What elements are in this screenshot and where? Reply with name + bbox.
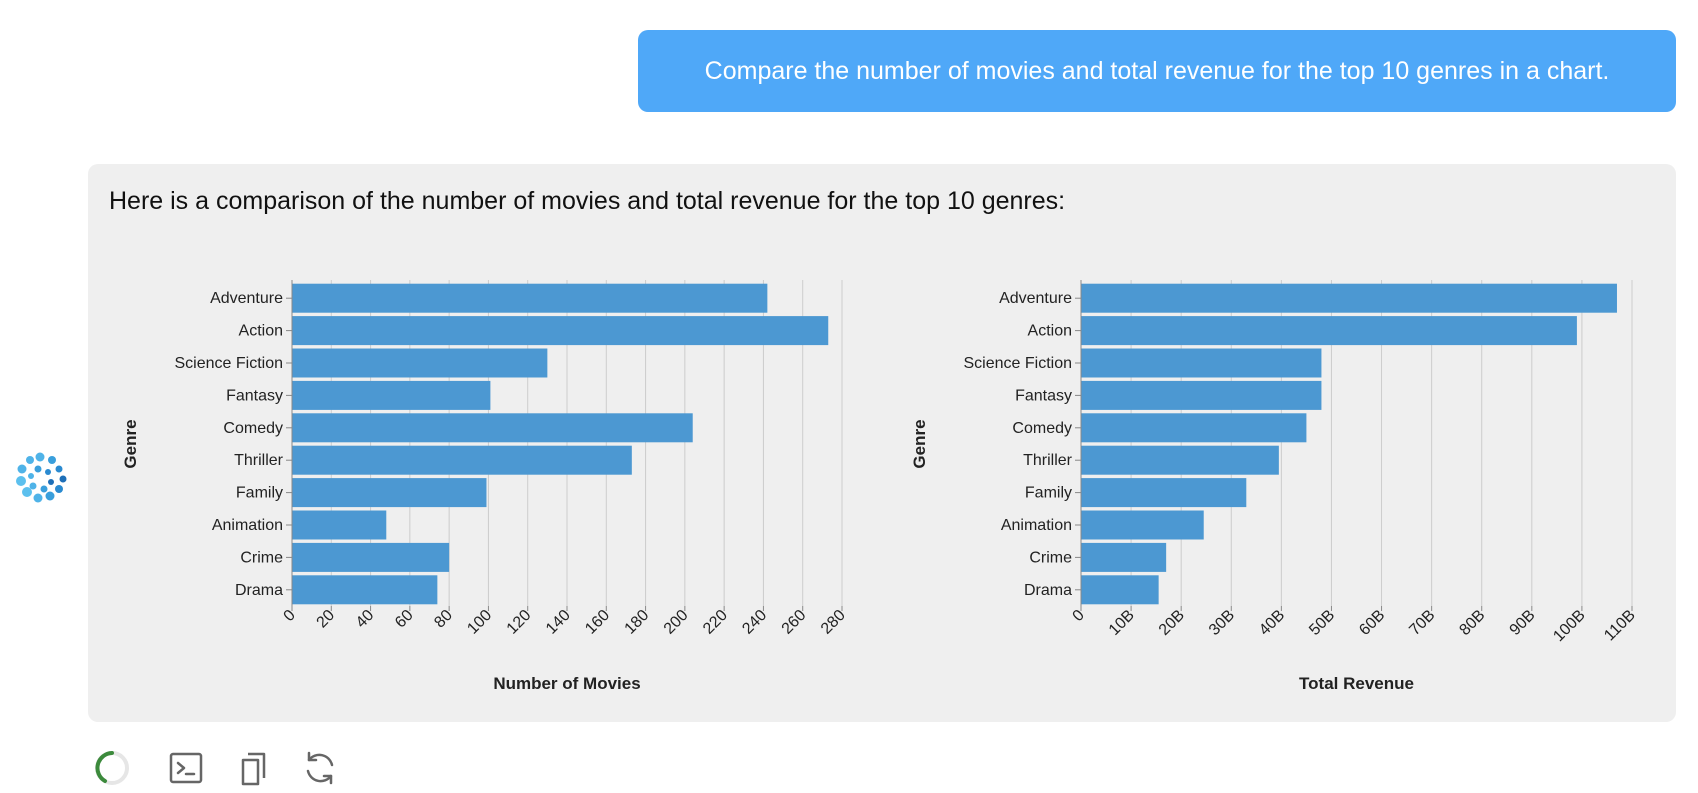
bar	[292, 445, 632, 475]
y-axis-title: Genre	[121, 419, 140, 468]
category-label: Animation	[212, 517, 283, 534]
category-label: Adventure	[210, 290, 283, 307]
category-label: Action	[1028, 323, 1072, 340]
assistant-message-text: Here is a comparison of the number of mo…	[109, 187, 1066, 215]
movies-count-chart: 0 20 40 60 80 100 120 140 160 180 200 220 240 260 280A…	[121, 280, 849, 693]
bar	[292, 575, 438, 605]
bar	[1081, 348, 1322, 378]
bar	[1081, 575, 1159, 605]
bar	[292, 510, 387, 540]
x-axis-title: Number of Movies	[493, 674, 640, 693]
x-tick-label: 20B	[1156, 607, 1188, 639]
bar	[1081, 283, 1617, 313]
category-label: Fantasy	[1015, 387, 1072, 404]
category-label: Animation	[1001, 517, 1072, 534]
category-label: Comedy	[223, 420, 283, 437]
bar	[1081, 316, 1577, 346]
x-tick-label: 40B	[1256, 607, 1288, 639]
category-label: Crime	[1029, 549, 1072, 566]
category-label: Drama	[1024, 582, 1072, 599]
refresh-icon[interactable]	[300, 748, 340, 788]
category-label: Fantasy	[226, 387, 283, 404]
bar	[292, 316, 829, 346]
x-tick-label: 0	[1070, 607, 1088, 625]
category-label: Science Fiction	[964, 355, 1073, 372]
category-label: Thriller	[234, 452, 284, 469]
category-label: Comedy	[1012, 420, 1072, 437]
y-axis-title: Genre	[910, 419, 929, 468]
user-message-text: Compare the number of movies and total r…	[704, 57, 1610, 85]
bar	[292, 283, 768, 313]
category-label: Drama	[235, 582, 283, 599]
revenue-chart: 0 10B 20B 30B 40B 50B 60B 70B 80B 90B 100B 110B Adve…	[910, 280, 1639, 693]
x-tick-label: 10B	[1106, 607, 1138, 639]
category-label: Science Fiction	[175, 355, 284, 372]
category-label: Action	[239, 323, 283, 340]
bar	[292, 380, 491, 410]
bar	[1081, 445, 1279, 475]
x-tick-label: 50B	[1306, 607, 1338, 639]
x-tick-label: 70B	[1406, 607, 1438, 639]
bar	[292, 542, 450, 572]
category-label: Thriller	[1023, 452, 1073, 469]
bar	[1081, 478, 1247, 508]
category-label: Family	[1025, 485, 1072, 502]
x-axis-title: Total Revenue	[1299, 674, 1414, 693]
bar	[292, 348, 548, 378]
assistant-avatar-icon	[16, 452, 67, 503]
assistant-message-card: Here is a comparison of the number of mo…	[88, 164, 1676, 722]
category-label: Family	[236, 485, 283, 502]
x-tick-label: 30B	[1206, 607, 1238, 639]
category-label: Crime	[240, 549, 283, 566]
category-label: Adventure	[999, 290, 1072, 307]
bar	[1081, 413, 1307, 443]
terminal-icon[interactable]	[166, 748, 206, 788]
bar	[292, 413, 693, 443]
x-tick-label: 60B	[1356, 607, 1388, 639]
bar	[1081, 542, 1167, 572]
bar	[1081, 380, 1322, 410]
x-tick-label: 80B	[1456, 607, 1488, 639]
user-message-bubble: Compare the number of movies and total r…	[638, 30, 1676, 112]
bar	[1081, 510, 1204, 540]
x-tick-label: 110B	[1601, 607, 1639, 645]
bar	[292, 478, 487, 508]
copy-icon[interactable]	[234, 748, 274, 788]
x-tick-label: 90B	[1506, 607, 1538, 639]
x-tick-label: 100B	[1550, 607, 1588, 645]
loading-spinner-icon	[95, 751, 129, 785]
